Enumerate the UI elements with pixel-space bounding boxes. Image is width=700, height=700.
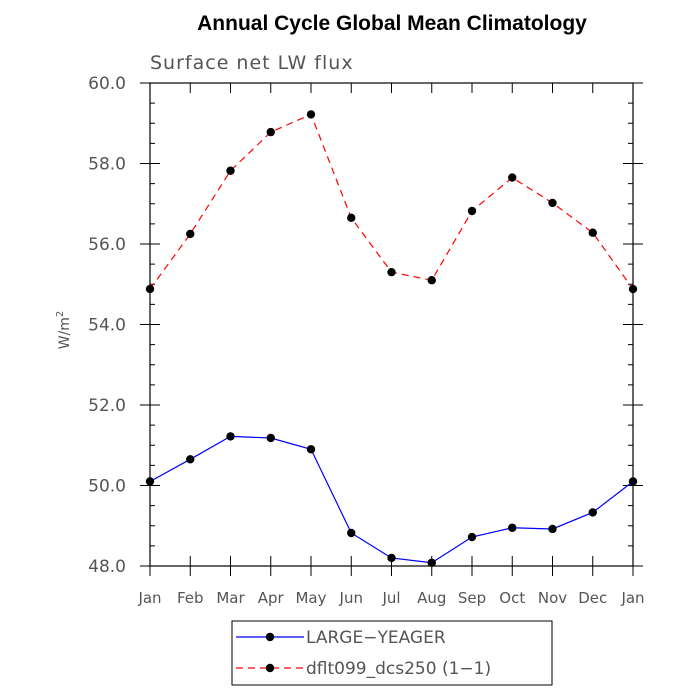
x-tick-label: Jul (381, 589, 400, 607)
legend-box (231, 620, 553, 686)
legend-label: LARGE−YEAGER (306, 628, 446, 648)
data-point (387, 553, 396, 563)
x-tick-label: Dec (578, 589, 607, 607)
legend: LARGE−YEAGER dflt099_dcs250 (1−1) (236, 628, 491, 679)
data-point (467, 532, 477, 542)
y-axis-label: W/m2 (55, 311, 73, 350)
data-point (347, 528, 356, 538)
data-point (467, 206, 477, 216)
x-tick-label: Mar (216, 589, 245, 607)
data-point (226, 432, 235, 441)
data-point (548, 524, 557, 534)
data-point (306, 445, 316, 454)
chart-title: Annual Cycle Global Mean Climatology (197, 12, 587, 35)
x-tick-label: Apr (258, 589, 285, 607)
x-tick-label: Jun (339, 589, 363, 607)
data-point (628, 284, 638, 294)
data-point (186, 455, 195, 464)
data-point (427, 558, 436, 567)
x-tick-label: Sep (458, 589, 486, 607)
data-point (387, 267, 396, 277)
legend-marker (265, 663, 275, 673)
x-tick-label: Aug (417, 589, 446, 607)
y-tick-label: 52.0 (88, 396, 126, 416)
data-point (306, 110, 316, 119)
x-tick-label: Nov (538, 589, 567, 607)
data-point (145, 477, 155, 486)
legend-marker (265, 632, 275, 642)
legend-label: dflt099_dcs250 (1−1) (306, 659, 491, 679)
y-tick-label: 50.0 (88, 477, 126, 497)
y-tick-label: 54.0 (88, 316, 126, 336)
y-tick-label: 48.0 (88, 557, 126, 577)
data-point (145, 284, 155, 294)
series-line (149, 435, 634, 564)
data-point (548, 198, 557, 208)
data-point (266, 433, 275, 443)
series-line (149, 113, 634, 290)
series-layer (145, 110, 638, 567)
data-point (588, 508, 597, 517)
data-point (628, 477, 638, 486)
x-tick-label: May (295, 589, 326, 607)
x-tick-label: Feb (177, 589, 204, 607)
data-point (266, 127, 275, 137)
data-point (508, 173, 517, 182)
y-tick-label: 60.0 (88, 74, 126, 94)
x-tick-label: Jan (137, 589, 161, 607)
data-point (427, 276, 436, 285)
chart-subtitle: Surface net LW flux (150, 52, 354, 74)
y-axis: 48.0 50.0 52.0 54.0 56.0 58.0 60.0 (88, 74, 643, 577)
x-tick-label: Oct (499, 589, 525, 607)
data-point (588, 228, 597, 237)
y-tick-label: 58.0 (88, 155, 126, 175)
data-point (186, 229, 195, 239)
data-point (347, 213, 356, 223)
y-tick-label: 56.0 (88, 235, 126, 255)
data-point (508, 523, 517, 532)
x-axis: Jan Feb Mar Apr May Jun Jul Aug Sep Oct Nov Dec Jan (137, 83, 645, 607)
plot-frame (149, 82, 634, 567)
data-point (226, 166, 235, 175)
x-tick-label: Jan (620, 589, 644, 607)
